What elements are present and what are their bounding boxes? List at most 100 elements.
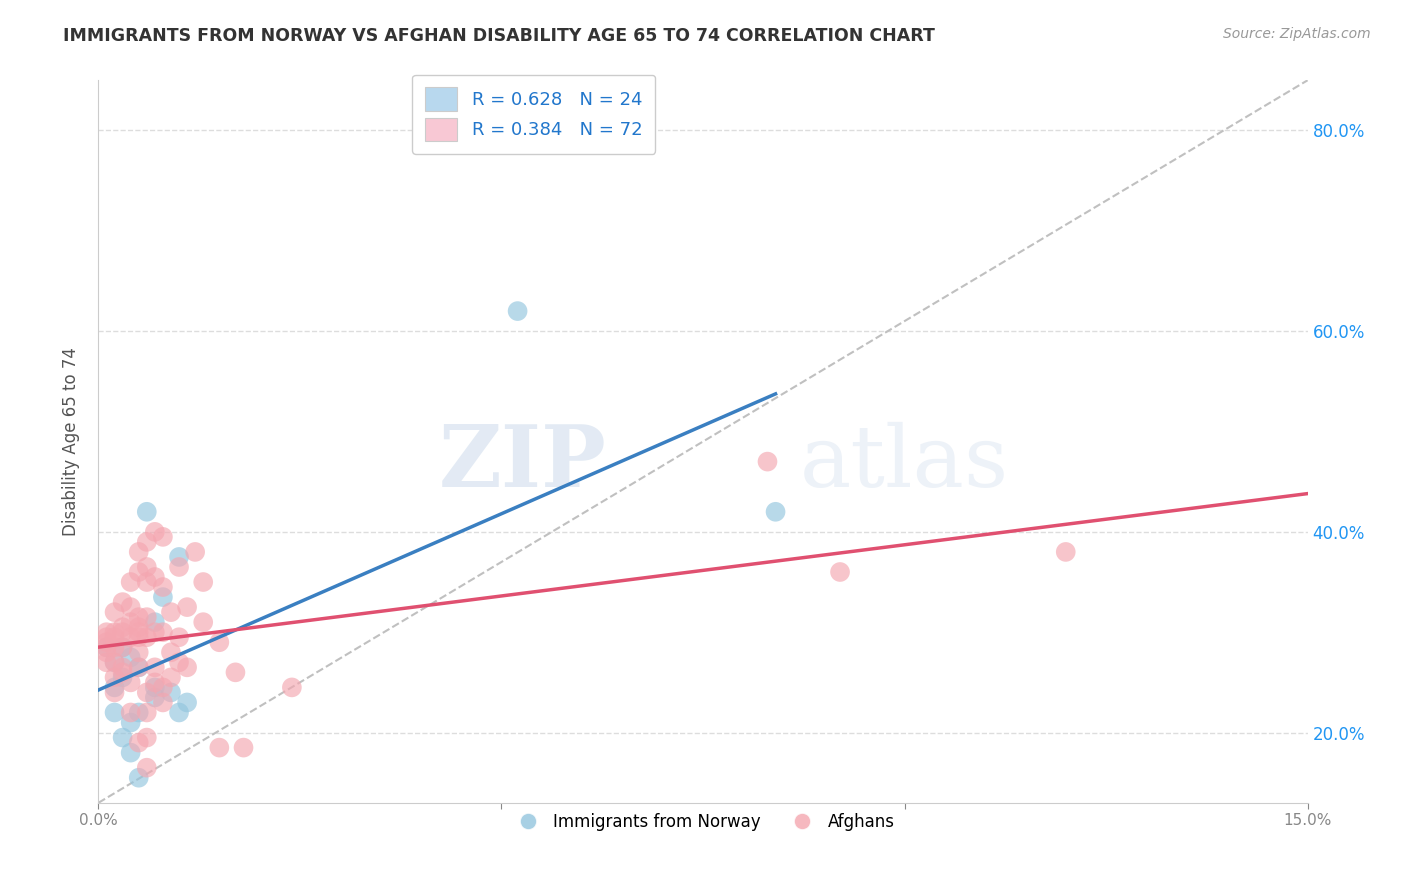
Text: Source: ZipAtlas.com: Source: ZipAtlas.com bbox=[1223, 27, 1371, 41]
Point bbox=[103, 655, 125, 669]
Point bbox=[135, 761, 157, 775]
Point bbox=[103, 655, 125, 669]
Point bbox=[96, 630, 118, 644]
Point bbox=[135, 685, 157, 699]
Point bbox=[160, 670, 183, 684]
Point bbox=[143, 625, 166, 640]
Point bbox=[103, 685, 125, 699]
Point bbox=[135, 534, 157, 549]
Point bbox=[167, 549, 190, 564]
Point bbox=[208, 740, 231, 755]
Point bbox=[103, 625, 125, 640]
Point bbox=[135, 706, 157, 720]
Point bbox=[128, 735, 150, 749]
Point bbox=[120, 630, 142, 644]
Point bbox=[506, 304, 529, 318]
Point bbox=[193, 575, 215, 590]
Point bbox=[111, 595, 134, 609]
Point bbox=[120, 650, 142, 665]
Point bbox=[176, 660, 198, 674]
Text: IMMIGRANTS FROM NORWAY VS AFGHAN DISABILITY AGE 65 TO 74 CORRELATION CHART: IMMIGRANTS FROM NORWAY VS AFGHAN DISABIL… bbox=[63, 27, 935, 45]
Point bbox=[143, 681, 166, 695]
Point bbox=[128, 706, 150, 720]
Point bbox=[167, 655, 190, 669]
Point bbox=[120, 575, 142, 590]
Point bbox=[111, 665, 134, 680]
Point bbox=[135, 610, 157, 624]
Legend: Immigrants from Norway, Afghans: Immigrants from Norway, Afghans bbox=[505, 806, 901, 838]
Point bbox=[128, 610, 150, 624]
Point bbox=[152, 625, 174, 640]
Point bbox=[152, 590, 174, 604]
Point bbox=[111, 640, 134, 655]
Point bbox=[111, 660, 134, 674]
Point bbox=[167, 630, 190, 644]
Point bbox=[828, 565, 851, 579]
Point bbox=[160, 605, 183, 619]
Point bbox=[111, 620, 134, 634]
Point bbox=[152, 580, 174, 594]
Point bbox=[143, 570, 166, 584]
Point bbox=[176, 696, 198, 710]
Point bbox=[103, 681, 125, 695]
Point bbox=[111, 670, 134, 684]
Point bbox=[128, 565, 150, 579]
Point bbox=[143, 660, 166, 674]
Point bbox=[128, 630, 150, 644]
Point bbox=[756, 455, 779, 469]
Point bbox=[120, 746, 142, 760]
Point bbox=[103, 670, 125, 684]
Point bbox=[143, 690, 166, 705]
Point bbox=[120, 600, 142, 615]
Point bbox=[120, 615, 142, 630]
Point bbox=[193, 615, 215, 630]
Point bbox=[96, 640, 118, 655]
Point bbox=[765, 505, 787, 519]
Point bbox=[103, 706, 125, 720]
Point bbox=[120, 715, 142, 730]
Point bbox=[152, 696, 174, 710]
Point bbox=[103, 630, 125, 644]
Text: atlas: atlas bbox=[800, 422, 1010, 505]
Point bbox=[128, 625, 150, 640]
Point bbox=[103, 640, 125, 655]
Point bbox=[143, 615, 166, 630]
Point bbox=[167, 560, 190, 574]
Point bbox=[281, 681, 304, 695]
Point bbox=[96, 655, 118, 669]
Point bbox=[224, 665, 246, 680]
Point bbox=[128, 771, 150, 785]
Point bbox=[120, 706, 142, 720]
Point bbox=[167, 706, 190, 720]
Point bbox=[135, 731, 157, 745]
Point bbox=[1054, 545, 1077, 559]
Point bbox=[184, 545, 207, 559]
Point bbox=[135, 560, 157, 574]
Point bbox=[128, 645, 150, 659]
Point bbox=[128, 660, 150, 674]
Point bbox=[135, 575, 157, 590]
Point bbox=[96, 625, 118, 640]
Point bbox=[143, 675, 166, 690]
Point bbox=[152, 530, 174, 544]
Point bbox=[111, 625, 134, 640]
Point bbox=[111, 731, 134, 745]
Point bbox=[208, 635, 231, 649]
Point bbox=[135, 505, 157, 519]
Point bbox=[96, 640, 118, 655]
Point bbox=[176, 600, 198, 615]
Point bbox=[152, 681, 174, 695]
Point bbox=[232, 740, 254, 755]
Y-axis label: Disability Age 65 to 74: Disability Age 65 to 74 bbox=[62, 347, 80, 536]
Point bbox=[160, 645, 183, 659]
Point bbox=[103, 605, 125, 619]
Point bbox=[135, 630, 157, 644]
Point bbox=[143, 524, 166, 539]
Point bbox=[96, 635, 118, 649]
Point bbox=[120, 675, 142, 690]
Point bbox=[128, 620, 150, 634]
Point bbox=[128, 545, 150, 559]
Point bbox=[128, 660, 150, 674]
Point bbox=[96, 645, 118, 659]
Text: ZIP: ZIP bbox=[439, 421, 606, 505]
